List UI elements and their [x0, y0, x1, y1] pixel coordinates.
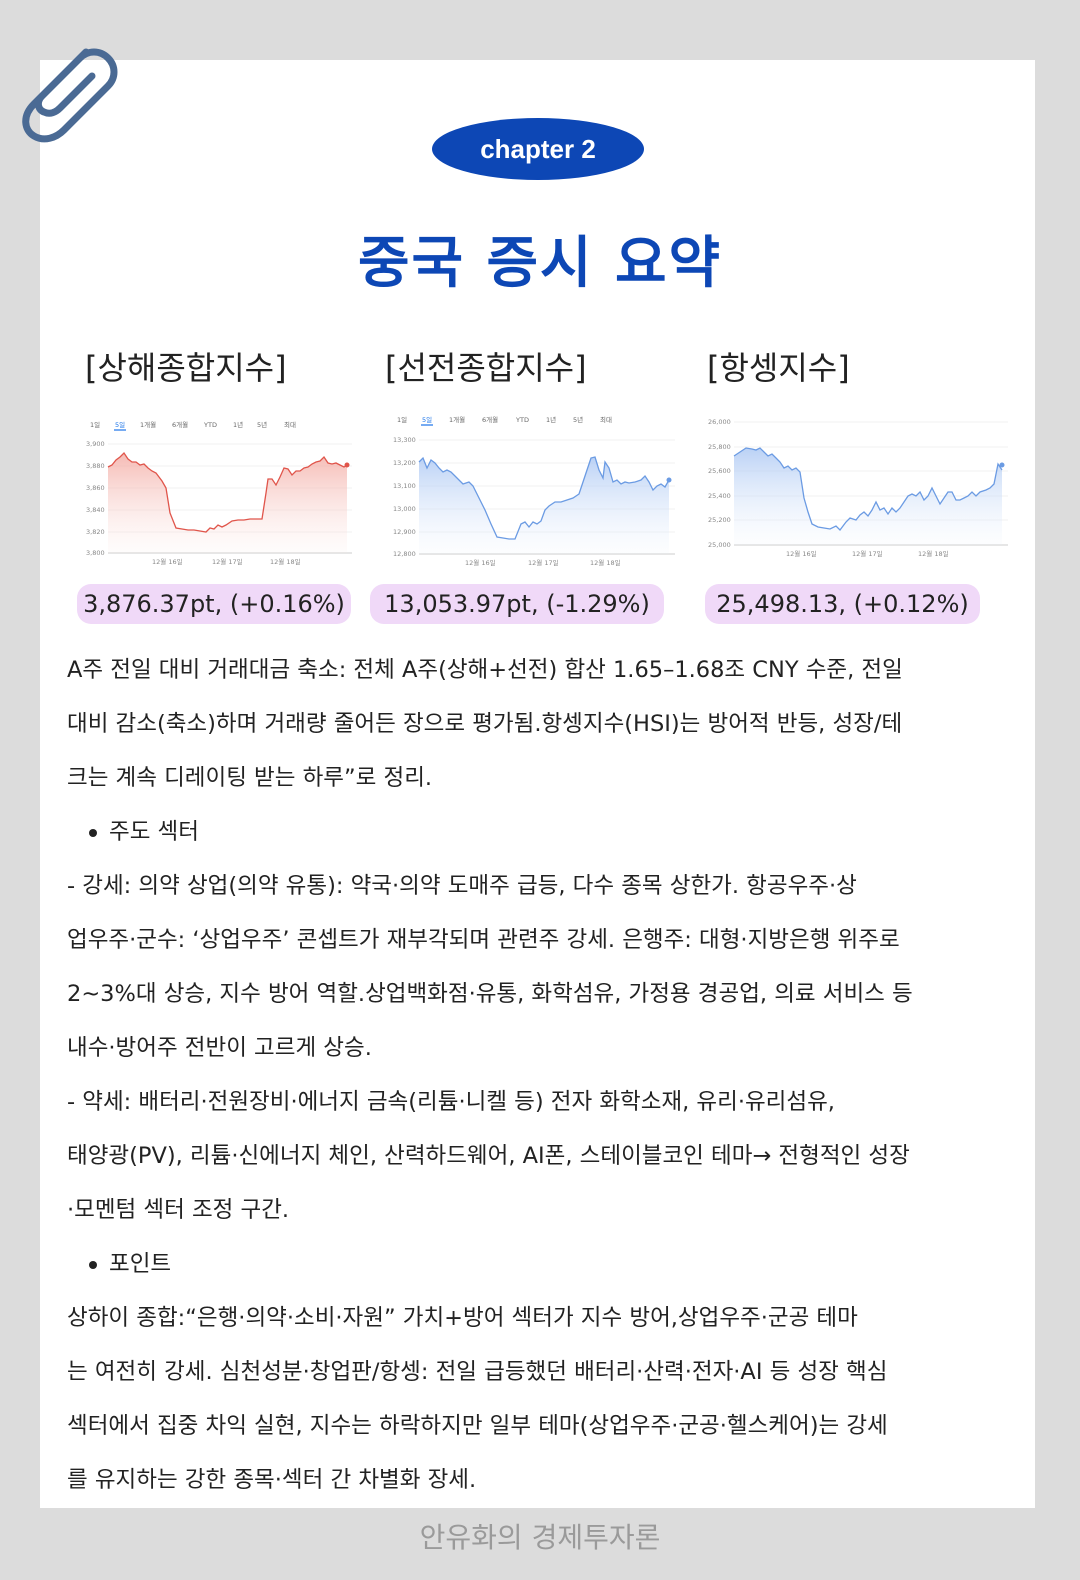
bullet-icon — [89, 1261, 97, 1269]
chart-tab[interactable]: 5년 — [573, 415, 583, 424]
intro-line: 크는 계속 디레이팅 받는 하루”로 정리. — [67, 765, 433, 791]
y-tick: 26,000 — [708, 418, 731, 426]
shenzhen-value: 13,053.97pt, (-1.29%) — [370, 584, 664, 624]
page-title: 중국 증시 요약 — [357, 231, 723, 296]
chart-tab-active[interactable]: 5일 — [115, 420, 125, 429]
chart-tabs: 1일 5일 1개월 6개월 YTD 1년 5년 최대 — [397, 415, 612, 426]
y-tick: 13,000 — [393, 505, 416, 513]
x-tick: 12월 18일 — [270, 557, 301, 566]
x-tick: 12월 16일 — [786, 549, 817, 558]
body-text: A주 전일 대비 거래대금 축소: 전체 A주(상해+선전) 합산 1.65–1… — [67, 643, 1012, 1507]
y-tick: 13,100 — [393, 482, 416, 490]
y-tick: 25,200 — [708, 516, 731, 524]
shanghai-chart: 1일 5일 1개월 6개월 YTD 1년 5년 최대 3,900 3,880 3… — [80, 415, 355, 570]
section2-line: 섹터에서 집중 차익 실현, 지수는 하락하지만 일부 테마(상업우주·군공·헬… — [67, 1413, 888, 1439]
intro-line: A주 전일 대비 거래대금 축소: 전체 A주(상해+선전) 합산 1.65–1… — [67, 657, 903, 683]
x-tick: 12월 17일 — [852, 549, 883, 558]
bullet-icon — [89, 829, 97, 837]
section1-line: 2~3%대 상승, 지수 방어 역할.상업백화점·유통, 화학섬유, 가정용 경… — [67, 981, 913, 1007]
y-tick: 25,600 — [708, 467, 731, 475]
section1-line: - 약세: 배터리·전원장비·에너지 금속(리튬·니켈 등) 전자 화학소재, … — [67, 1089, 835, 1115]
y-tick: 25,800 — [708, 443, 731, 451]
index-title-shanghai: [상해종합지수] — [85, 349, 287, 387]
section-heading-points: 포인트 — [67, 1237, 1012, 1291]
x-tick: 12월 17일 — [212, 557, 243, 566]
section1-line: - 강세: 의약 상업(의약 유통): 약국·의약 도매주 급등, 다수 종목 … — [67, 873, 857, 899]
x-tick: 12월 16일 — [465, 558, 496, 567]
chart-tab[interactable]: 5년 — [257, 420, 267, 429]
index-title-hangseng: [항셍지수] — [707, 349, 850, 387]
chart-tab[interactable]: 1개월 — [449, 415, 465, 424]
chapter-badge: chapter 2 — [432, 118, 644, 180]
section1-line: ·모멘텀 섹터 조정 구간. — [67, 1197, 290, 1223]
y-tick: 3,880 — [86, 462, 105, 470]
chart-tabs: 1일 5일 1개월 6개월 YTD 1년 5년 최대 — [90, 420, 296, 431]
shenzhen-chart: 1일 5일 1개월 6개월 YTD 1년 5년 최대 13,300 13,200… — [385, 410, 680, 570]
section1-line: 태양광(PV), 리튬·신에너지 체인, 산력하드웨어, AI폰, 스테이블코인… — [67, 1143, 910, 1169]
chart-tab[interactable]: 6개월 — [172, 420, 188, 429]
y-tick: 25,000 — [708, 541, 731, 549]
hangseng-chart: 26,000 25,800 25,600 25,400 25,200 25,00… — [700, 412, 1012, 570]
y-tick: 3,820 — [86, 528, 105, 536]
y-tick: 3,800 — [86, 549, 105, 557]
section1-line: 내수·방어주 전반이 고르게 상승. — [67, 1035, 372, 1061]
y-tick: 3,840 — [86, 506, 105, 514]
x-tick: 12월 16일 — [152, 557, 183, 566]
section1-line: 업우주·군수: ‘상업우주’ 콘셉트가 재부각되며 관련주 강세. 은행주: 대… — [67, 927, 900, 953]
y-tick: 25,400 — [708, 492, 731, 500]
chart-tab[interactable]: 1년 — [233, 420, 243, 429]
y-tick: 3,860 — [86, 484, 105, 492]
chart-tab[interactable]: 6개월 — [482, 415, 498, 424]
chart-tab[interactable]: 1개월 — [140, 420, 156, 429]
section2-line: 는 여전히 강세. 심천성분·창업판/항셍: 전일 급등했던 배터리·산력·전자… — [67, 1359, 888, 1385]
content-card — [40, 60, 1035, 1508]
index-title-shenzhen: [선전종합지수] — [385, 349, 587, 387]
y-tick: 13,300 — [393, 436, 416, 444]
x-tick: 12월 18일 — [918, 549, 949, 558]
chart-tab[interactable]: 최대 — [600, 415, 612, 424]
chart-tab[interactable]: 1년 — [546, 415, 556, 424]
section2-line: 상하이 종합:“은행·의약·소비·자원” 가치+방어 섹터가 지수 방어,상업우… — [67, 1305, 858, 1331]
chart-tab[interactable]: YTD — [203, 421, 217, 429]
hangseng-value: 25,498.13, (+0.12%) — [705, 584, 980, 624]
section2-line: 를 유지하는 강한 종목·섹터 간 차별화 장세. — [67, 1467, 477, 1493]
chart-tab[interactable]: 1일 — [397, 415, 407, 424]
x-tick: 12월 18일 — [590, 558, 621, 567]
section-heading-leading-sectors: 주도 섹터 — [67, 805, 1012, 859]
x-tick: 12월 17일 — [528, 558, 559, 567]
chart-tab[interactable]: 1일 — [90, 420, 100, 429]
section-heading-text: 주도 섹터 — [109, 819, 199, 845]
chart-tab[interactable]: YTD — [515, 416, 529, 424]
chart-tab[interactable]: 최대 — [284, 420, 296, 429]
section-heading-text: 포인트 — [109, 1251, 172, 1277]
chart-tab-active[interactable]: 5일 — [422, 415, 432, 424]
y-tick: 12,900 — [393, 528, 416, 536]
intro-line: 대비 감소(축소)하며 거래량 줄어든 장으로 평가됨.항셍지수(HSI)는 방… — [67, 711, 903, 737]
y-tick: 3,900 — [86, 440, 105, 448]
paperclip-icon — [22, 48, 118, 143]
shanghai-value: 3,876.37pt, (+0.16%) — [77, 584, 351, 624]
footer-credit: 안유화의 경제투자론 — [419, 1521, 661, 1554]
y-tick: 12,800 — [393, 550, 416, 558]
y-tick: 13,200 — [393, 459, 416, 467]
